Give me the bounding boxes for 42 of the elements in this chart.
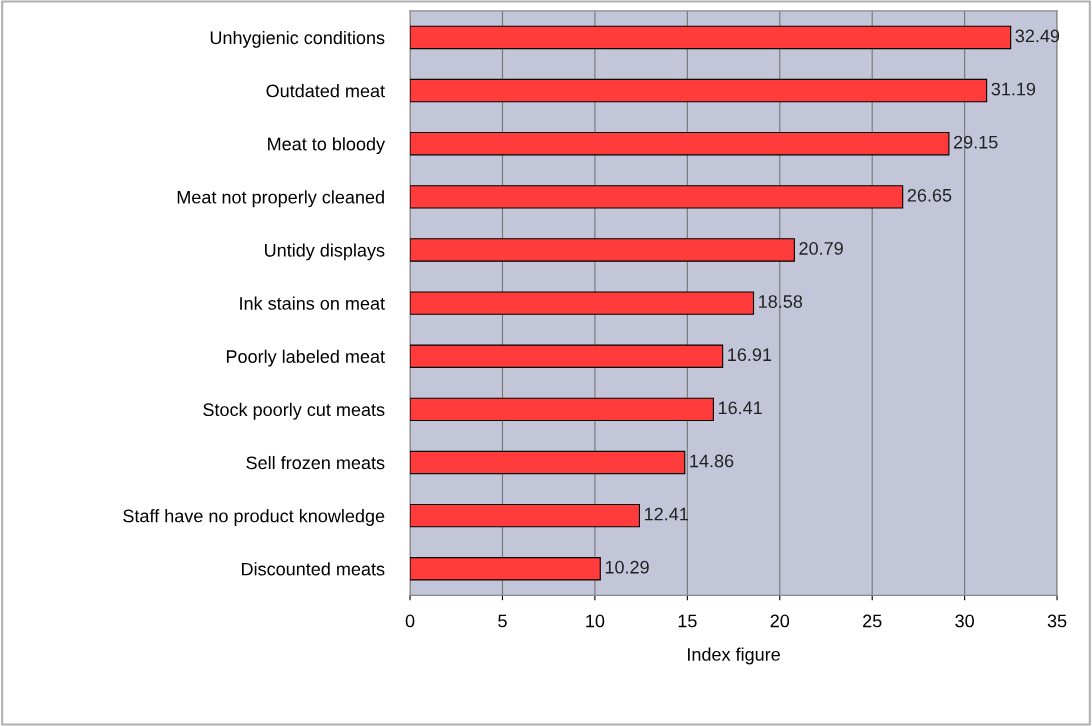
data-label: 14.86	[690, 454, 734, 468]
bar	[410, 503, 641, 528]
y-tick-label: Meat to bloody	[268, 137, 386, 154]
data-label: 26.65	[907, 188, 952, 202]
x-tick-label: 25	[863, 614, 882, 628]
bar	[410, 450, 686, 475]
x-axis-title: Index figure	[688, 647, 780, 665]
bar	[410, 185, 904, 209]
y-tick-label: Unhygienic conditions	[210, 30, 385, 48]
bar	[410, 557, 601, 581]
data-label: 29.15	[953, 135, 998, 149]
bar	[410, 78, 988, 103]
bar	[410, 25, 1012, 50]
y-tick-label: Meat not properly cleaned	[177, 190, 384, 208]
bar	[410, 344, 724, 368]
bar	[410, 238, 795, 262]
x-tick-label: 15	[678, 614, 697, 628]
x-tick-label: 10	[586, 614, 605, 628]
data-label: 20.79	[799, 242, 843, 255]
x-tick-label: 20	[770, 614, 790, 628]
y-tick-label: Outdated meat	[266, 84, 385, 98]
y-tick-label: Ink stains on meat	[240, 296, 385, 310]
data-label: 12.41	[645, 507, 688, 521]
y-tick-label: Sell frozen meats	[246, 455, 385, 470]
data-label: 18.58	[759, 295, 803, 308]
y-tick-label: Stock poorly cut meats	[203, 402, 385, 420]
y-tick-label: Poorly labeled meat	[226, 349, 385, 367]
data-label: 10.29	[605, 560, 649, 574]
y-tick-label: Untidy displays	[265, 243, 385, 261]
x-tick-label: 30	[955, 614, 974, 628]
data-label: 16.91	[728, 348, 772, 362]
y-tick-label: Discounted meats	[242, 562, 385, 576]
data-label: 32.49	[1015, 29, 1060, 43]
bar	[410, 291, 755, 315]
bar	[410, 397, 714, 422]
data-label: 31.19	[991, 82, 1036, 96]
x-tick-label: 5	[498, 614, 507, 628]
data-label: 16.41	[718, 401, 762, 415]
x-tick-label: 35	[1047, 614, 1067, 628]
x-tick-label: 0	[405, 614, 415, 628]
bar	[410, 132, 950, 156]
y-tick-label: Staff have no product knowledge	[123, 509, 385, 526]
